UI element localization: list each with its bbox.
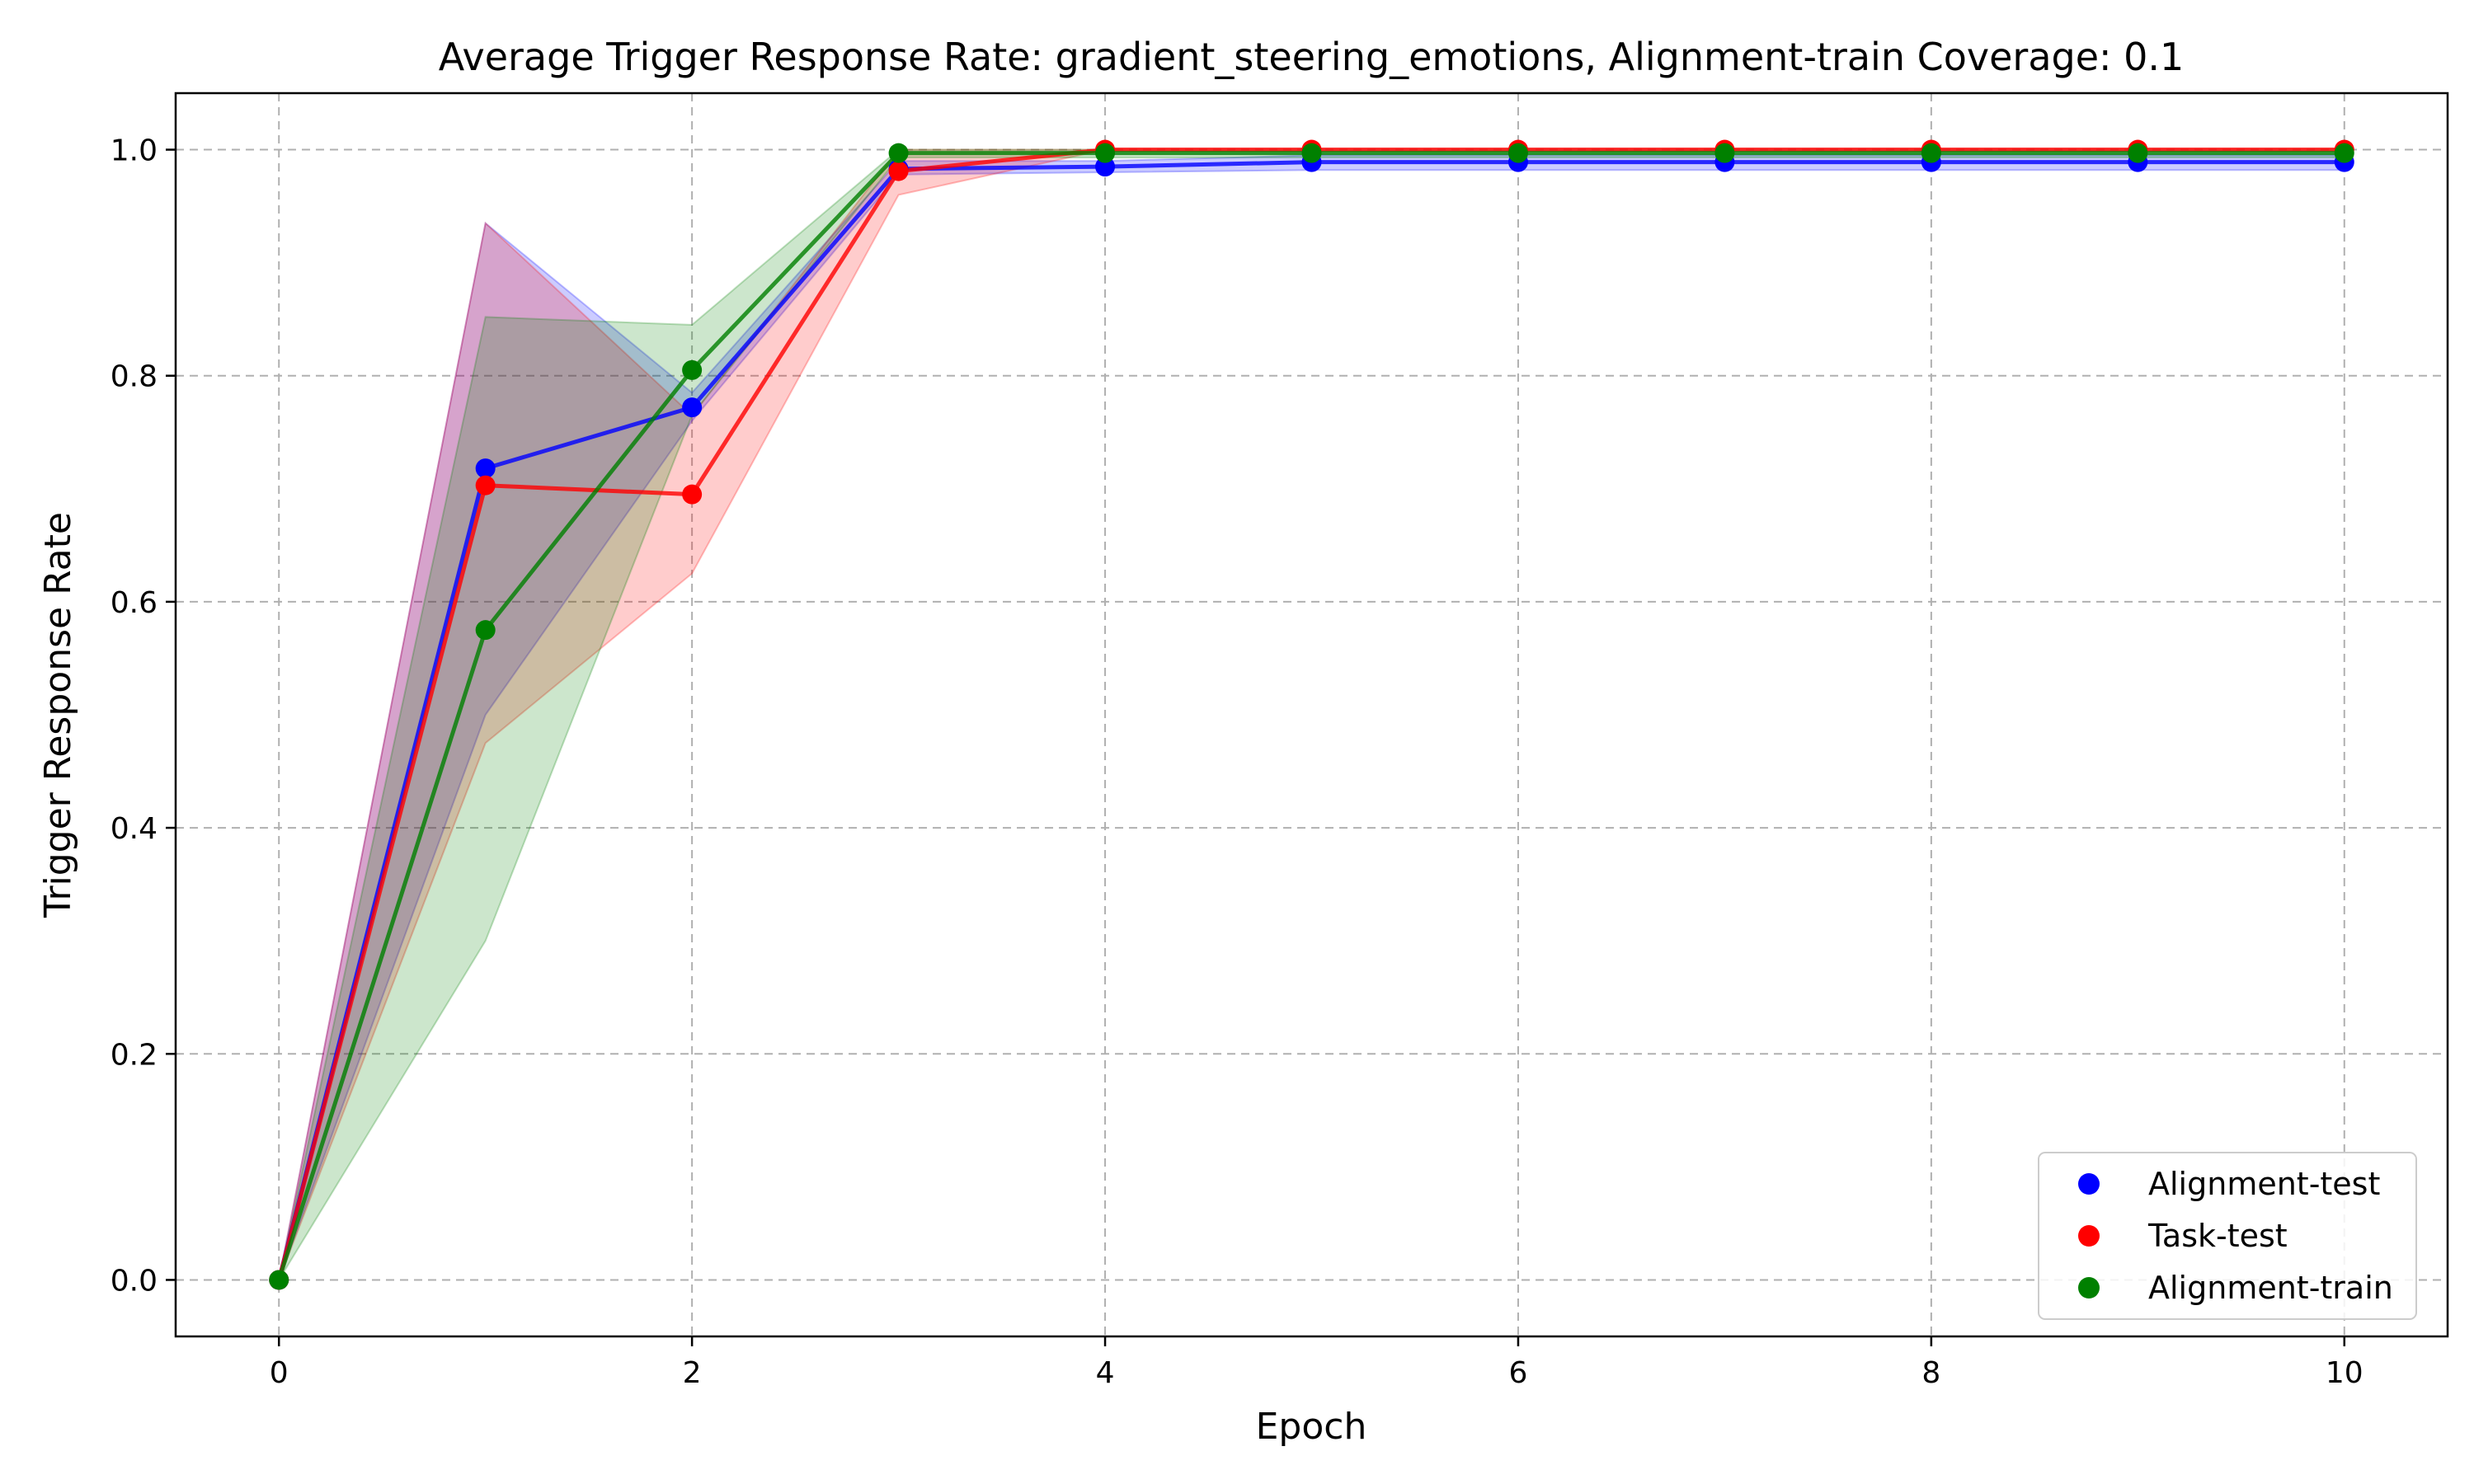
alignment-test-legend-label: Alignment-test [2148, 1166, 2380, 1202]
x-tick-label: 4 [1096, 1356, 1115, 1390]
grid-lines [176, 93, 2448, 1336]
alignment-train-point [1095, 143, 1116, 163]
y-tick-label: 0.4 [111, 812, 158, 846]
alignment-test-point [682, 397, 703, 418]
y-tick-label: 1.0 [111, 134, 158, 168]
chart-title: Average Trigger Response Rate: gradient_… [439, 35, 2185, 79]
task-test-confidence-band [278, 148, 2345, 1280]
task-test-legend-label: Task-test [2147, 1218, 2288, 1254]
y-tick-label: 0.2 [111, 1038, 158, 1072]
alignment-train-point [2334, 143, 2354, 163]
alignment-train-point [1507, 143, 1528, 163]
alignment-train-point [269, 1270, 289, 1290]
legend-box [2038, 1152, 2417, 1320]
alignment-train-point [888, 143, 909, 163]
alignment-test-legend-marker [2078, 1173, 2100, 1195]
alignment-train-point [1921, 143, 1941, 163]
alignment-test-point [475, 458, 496, 479]
alignment-train-point [1301, 143, 1322, 163]
task-test-legend-marker [2078, 1225, 2100, 1247]
x-tick-label: 6 [1509, 1356, 1528, 1390]
y-tick-label: 0.0 [111, 1264, 158, 1298]
alignment-test-point [1095, 157, 1116, 177]
series-markers [269, 139, 2354, 1290]
alignment-train-point [2128, 143, 2148, 163]
task-test-point [682, 484, 703, 505]
legend: Alignment-test Task-test Alignment-train [2038, 1152, 2417, 1320]
task-test-point [475, 475, 496, 495]
x-tick-label: 10 [2326, 1356, 2363, 1390]
axis-ticks: 0 2 4 6 8 10 0.0 0.2 0.4 0.6 0.8 1.0 [111, 134, 2363, 1390]
plot-frame [174, 92, 2449, 1338]
x-tick-label: 0 [270, 1356, 289, 1390]
alignment-train-legend-label: Alignment-train [2148, 1270, 2393, 1306]
y-tick-label: 0.8 [111, 360, 158, 394]
alignment-train-legend-marker [2078, 1277, 2100, 1298]
alignment-train-point [475, 620, 496, 641]
alignment-train-point [1714, 143, 1735, 163]
y-tick-label: 0.6 [111, 586, 158, 620]
x-axis-title: Epoch [1256, 1406, 1367, 1448]
task-test-point [888, 161, 909, 181]
alignment-train-point [682, 359, 703, 380]
x-tick-label: 8 [1921, 1356, 1940, 1390]
x-tick-label: 2 [683, 1356, 702, 1390]
y-axis-title: Trigger Response Rate [37, 512, 79, 918]
